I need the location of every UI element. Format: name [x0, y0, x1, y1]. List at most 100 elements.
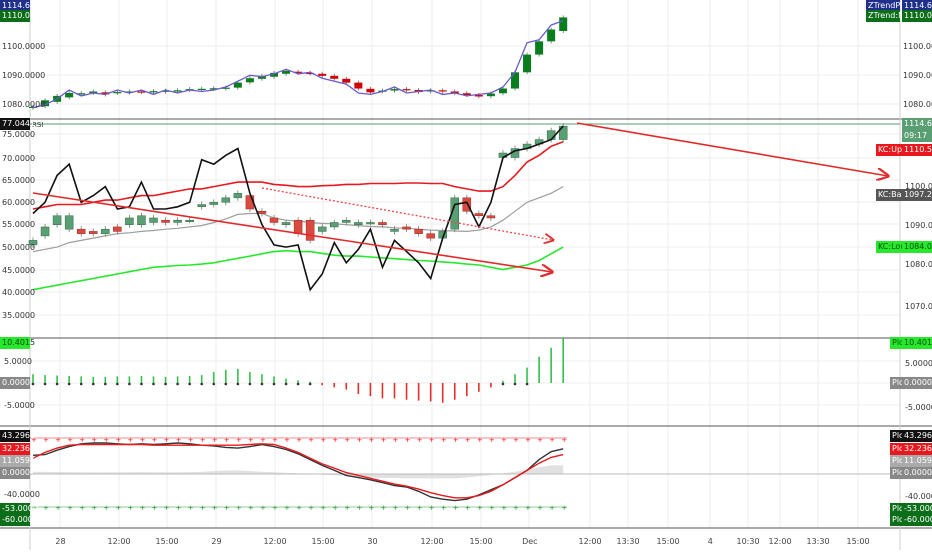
- rsi-title: RSI: [32, 121, 43, 129]
- right-plot-tag: ZTrend:Mod_Ha: [866, 10, 930, 22]
- upper-level-marker: +: [188, 436, 194, 444]
- price-candle: [149, 91, 158, 93]
- lower-level-marker: +: [55, 504, 61, 512]
- histogram-dot: [236, 382, 240, 386]
- lower-level-marker: +: [260, 504, 266, 512]
- x-axis-label: 30: [367, 537, 377, 546]
- price-candle: [462, 93, 471, 96]
- upper-level-marker: +: [489, 436, 495, 444]
- lower-level-marker: +: [127, 504, 133, 512]
- lower-level-marker: +: [513, 504, 519, 512]
- osc-value-tag: 43.2961: [0, 430, 36, 442]
- price-candle: [125, 91, 134, 93]
- rsi-candle: [342, 219, 351, 223]
- price-candle: [438, 90, 447, 92]
- lower-level-marker: +: [200, 504, 206, 512]
- lower-level-marker: +: [429, 504, 435, 512]
- lower-level-marker: +: [393, 504, 399, 512]
- upper-level-marker: +: [67, 436, 73, 444]
- lower-level-marker: +: [549, 504, 555, 512]
- price-candle: [89, 91, 98, 93]
- left-price-tag: 1114.6480: [0, 0, 46, 12]
- x-axis-label: 10:30: [737, 537, 760, 546]
- x-axis-label: 4: [708, 537, 713, 546]
- histogram-dot: [525, 382, 529, 386]
- time-countdown-tag: 09:17: [902, 130, 932, 142]
- price-candle: [402, 89, 411, 91]
- rsi-scale-label: 50.0000: [2, 243, 35, 252]
- upper-level-marker: +: [525, 436, 531, 444]
- upper-level-marker: +: [453, 436, 459, 444]
- right-osc-tag: -53.0000: [902, 503, 932, 515]
- rsi-candle: [125, 217, 134, 225]
- rsi-candle: [76, 228, 86, 234]
- x-axis-label: 13:30: [807, 537, 830, 546]
- right-plot-tag: Plot: [890, 514, 908, 526]
- upper-level-marker: +: [332, 436, 338, 444]
- last-price-tag: 1114.64: [902, 118, 932, 130]
- upper-level-marker: +: [248, 436, 254, 444]
- histogram-dot: [140, 382, 143, 386]
- trendline-arrow-down[interactable]: [32, 192, 552, 272]
- upper-level-marker: +: [308, 436, 314, 444]
- upper-level-marker: +: [236, 436, 242, 444]
- upper-level-marker: +: [356, 436, 362, 444]
- x-axis-label: Dec: [522, 537, 537, 546]
- price-candle: [65, 92, 74, 98]
- upper-level-marker: +: [537, 436, 543, 444]
- x-axis-label: 15:00: [312, 537, 335, 546]
- upper-level-marker: +: [200, 436, 206, 444]
- dotted-trend-arrow[interactable]: [261, 187, 553, 240]
- rsi-candle: [330, 222, 339, 228]
- upper-level-marker: +: [429, 436, 435, 444]
- price-candle: [113, 92, 122, 94]
- rsi-candle: [149, 217, 158, 223]
- rsi-scale-label: 70.0000: [2, 154, 35, 163]
- right-plot-tag: ZTrendPlot: [866, 0, 911, 12]
- histogram-dot: [152, 382, 155, 386]
- left-price-tag: 1110.0169: [0, 10, 46, 22]
- hist-scale-label: 5.0000: [4, 357, 32, 366]
- lower-level-marker: +: [236, 504, 242, 512]
- price-candle: [41, 100, 50, 107]
- osc-value-tag: -53.0000: [0, 503, 38, 515]
- rsi-candle: [52, 215, 62, 225]
- rsi-candle: [28, 240, 38, 246]
- osc-value-tag: 11.0596: [0, 455, 36, 467]
- ztrend-plot-line: [32, 20, 564, 109]
- price-candle: [197, 88, 206, 91]
- projection-arrow[interactable]: [576, 122, 888, 176]
- price-candle: [270, 72, 278, 77]
- upper-level-marker: +: [152, 436, 158, 444]
- rsi-candle: [197, 204, 206, 208]
- osc-value-tag: -60.0000: [0, 514, 38, 526]
- lower-level-marker: +: [212, 504, 218, 512]
- price-candle: [535, 41, 544, 55]
- histogram-dot: [67, 382, 71, 386]
- upper-level-marker: +: [393, 436, 399, 444]
- rsi-scale-label: 35.0000: [2, 311, 35, 320]
- histogram-dot: [248, 382, 252, 386]
- upper-level-marker: +: [43, 436, 49, 444]
- right-osc-tag: 32.2366: [902, 443, 932, 455]
- kc-upper-line: [32, 141, 564, 210]
- price-candle: [221, 87, 230, 89]
- lower-level-marker: +: [344, 504, 350, 512]
- histogram-dot: [31, 382, 35, 386]
- lower-level-marker: +: [91, 504, 97, 512]
- kc-lower-value-tag: 1084.04: [902, 241, 932, 253]
- lower-level-marker: +: [525, 504, 531, 512]
- pane1-scale-label: 1090.0000: [2, 71, 45, 80]
- rsi-candle: [64, 215, 74, 230]
- lower-level-marker: +: [115, 504, 121, 512]
- right-hist-tag: 10.4015: [902, 337, 932, 349]
- hist-zero-tag: 0.0000: [0, 377, 30, 389]
- rsi-candle: [113, 226, 122, 232]
- upper-level-marker: +: [380, 436, 386, 444]
- histogram-dot: [188, 382, 191, 386]
- price-candle: [282, 70, 291, 74]
- x-axis-label: 15:00: [470, 537, 493, 546]
- right-plot-tag: Plot: [890, 430, 908, 442]
